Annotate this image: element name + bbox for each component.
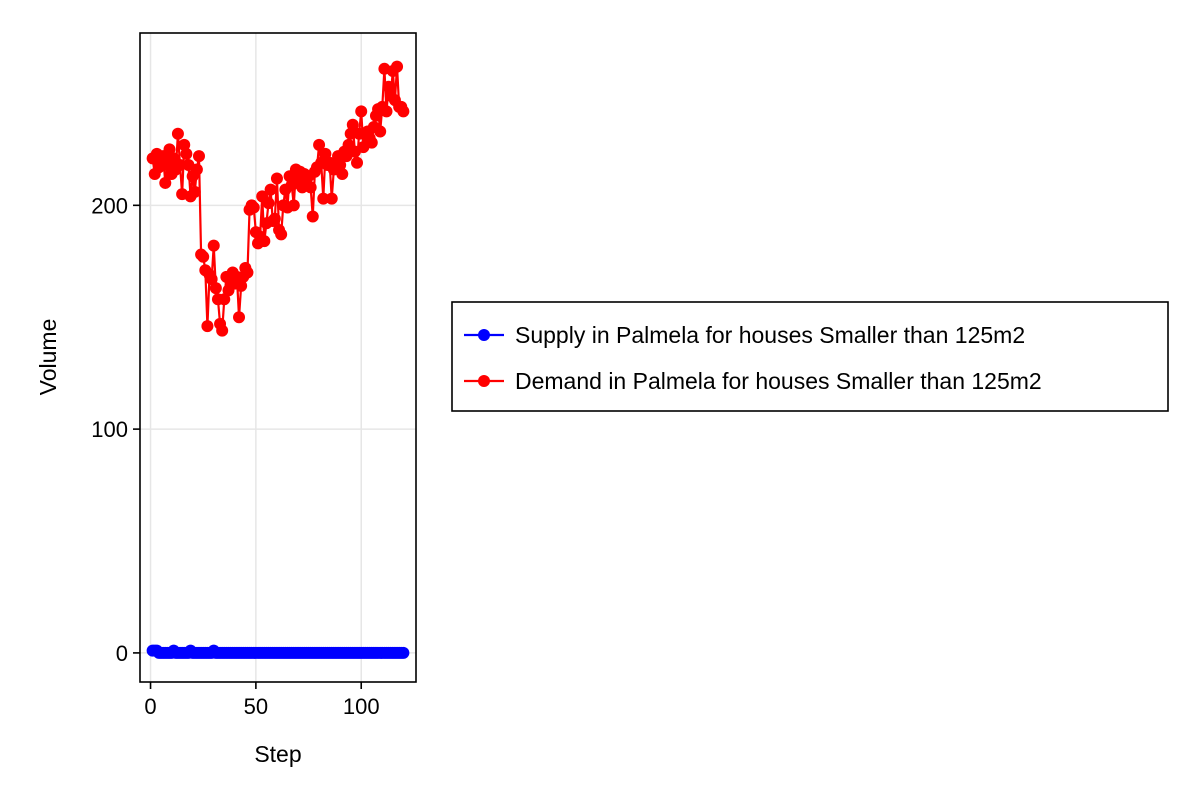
data-point: [233, 311, 246, 324]
x-tick-label: 0: [144, 694, 156, 719]
data-point: [344, 127, 357, 140]
y-axis-title: Volume: [35, 319, 61, 396]
data-point: [180, 147, 193, 160]
data-point: [205, 273, 218, 286]
data-point: [197, 250, 210, 263]
data-point: [207, 239, 220, 252]
data-point: [247, 201, 260, 214]
data-point: [306, 210, 319, 223]
data-point: [374, 125, 387, 138]
data-point: [192, 150, 205, 163]
data-point: [275, 228, 288, 241]
data-point: [235, 279, 248, 292]
data-point: [382, 80, 395, 93]
data-point: [218, 293, 231, 306]
data-point: [163, 143, 176, 156]
series-supply: [146, 644, 410, 659]
x-axis-title: Step: [254, 741, 301, 767]
data-point: [190, 163, 203, 176]
y-tick-label: 100: [91, 417, 128, 442]
data-point: [258, 235, 271, 248]
data-point: [325, 192, 338, 205]
axis-ticks: 0 50 100 0 100 200: [91, 193, 379, 719]
legend-marker-swatch: [478, 375, 490, 387]
data-point: [334, 159, 347, 172]
data-point: [178, 138, 191, 151]
legend-label: Supply in Palmela for houses Smaller tha…: [515, 322, 1025, 348]
y-tick-label: 200: [91, 193, 128, 218]
data-point: [346, 118, 359, 131]
legend-marker-swatch: [478, 329, 490, 341]
data-point: [351, 156, 364, 169]
data-point: [174, 159, 187, 172]
data-point: [171, 127, 184, 140]
data-point: [201, 320, 214, 333]
x-tick-label: 50: [244, 694, 268, 719]
data-point: [270, 172, 283, 185]
data-point: [355, 105, 368, 118]
data-point: [287, 199, 300, 212]
data-point: [268, 212, 281, 225]
data-point: [313, 138, 326, 151]
plot-frame: [139, 32, 417, 683]
data-point: [397, 646, 410, 659]
data-point: [188, 185, 201, 198]
legend-label: Demand in Palmela for houses Smaller tha…: [515, 368, 1042, 394]
data-point: [317, 192, 330, 205]
data-point: [336, 167, 349, 180]
data-point: [391, 60, 404, 73]
data-point: [365, 136, 378, 149]
data-point: [262, 197, 275, 210]
data-point: [319, 147, 332, 160]
x-tick-label: 100: [343, 694, 380, 719]
data-point: [397, 105, 410, 118]
data-point: [304, 181, 317, 194]
legend-box: [451, 301, 1169, 412]
y-tick-label: 0: [116, 641, 128, 666]
legend: Supply in Palmela for houses Smaller tha…: [451, 301, 1169, 412]
data-point: [380, 105, 393, 118]
data-point: [209, 282, 222, 295]
data-point: [159, 176, 172, 189]
legend-item: Demand in Palmela for houses Smaller tha…: [464, 368, 1042, 394]
series-demand: [146, 60, 410, 337]
data-point: [216, 324, 229, 337]
data-point: [241, 266, 254, 279]
legend-item: Supply in Palmela for houses Smaller tha…: [464, 322, 1025, 348]
plot-series: [146, 60, 410, 659]
legend-items: Supply in Palmela for houses Smaller tha…: [464, 322, 1042, 394]
data-point: [264, 183, 277, 196]
